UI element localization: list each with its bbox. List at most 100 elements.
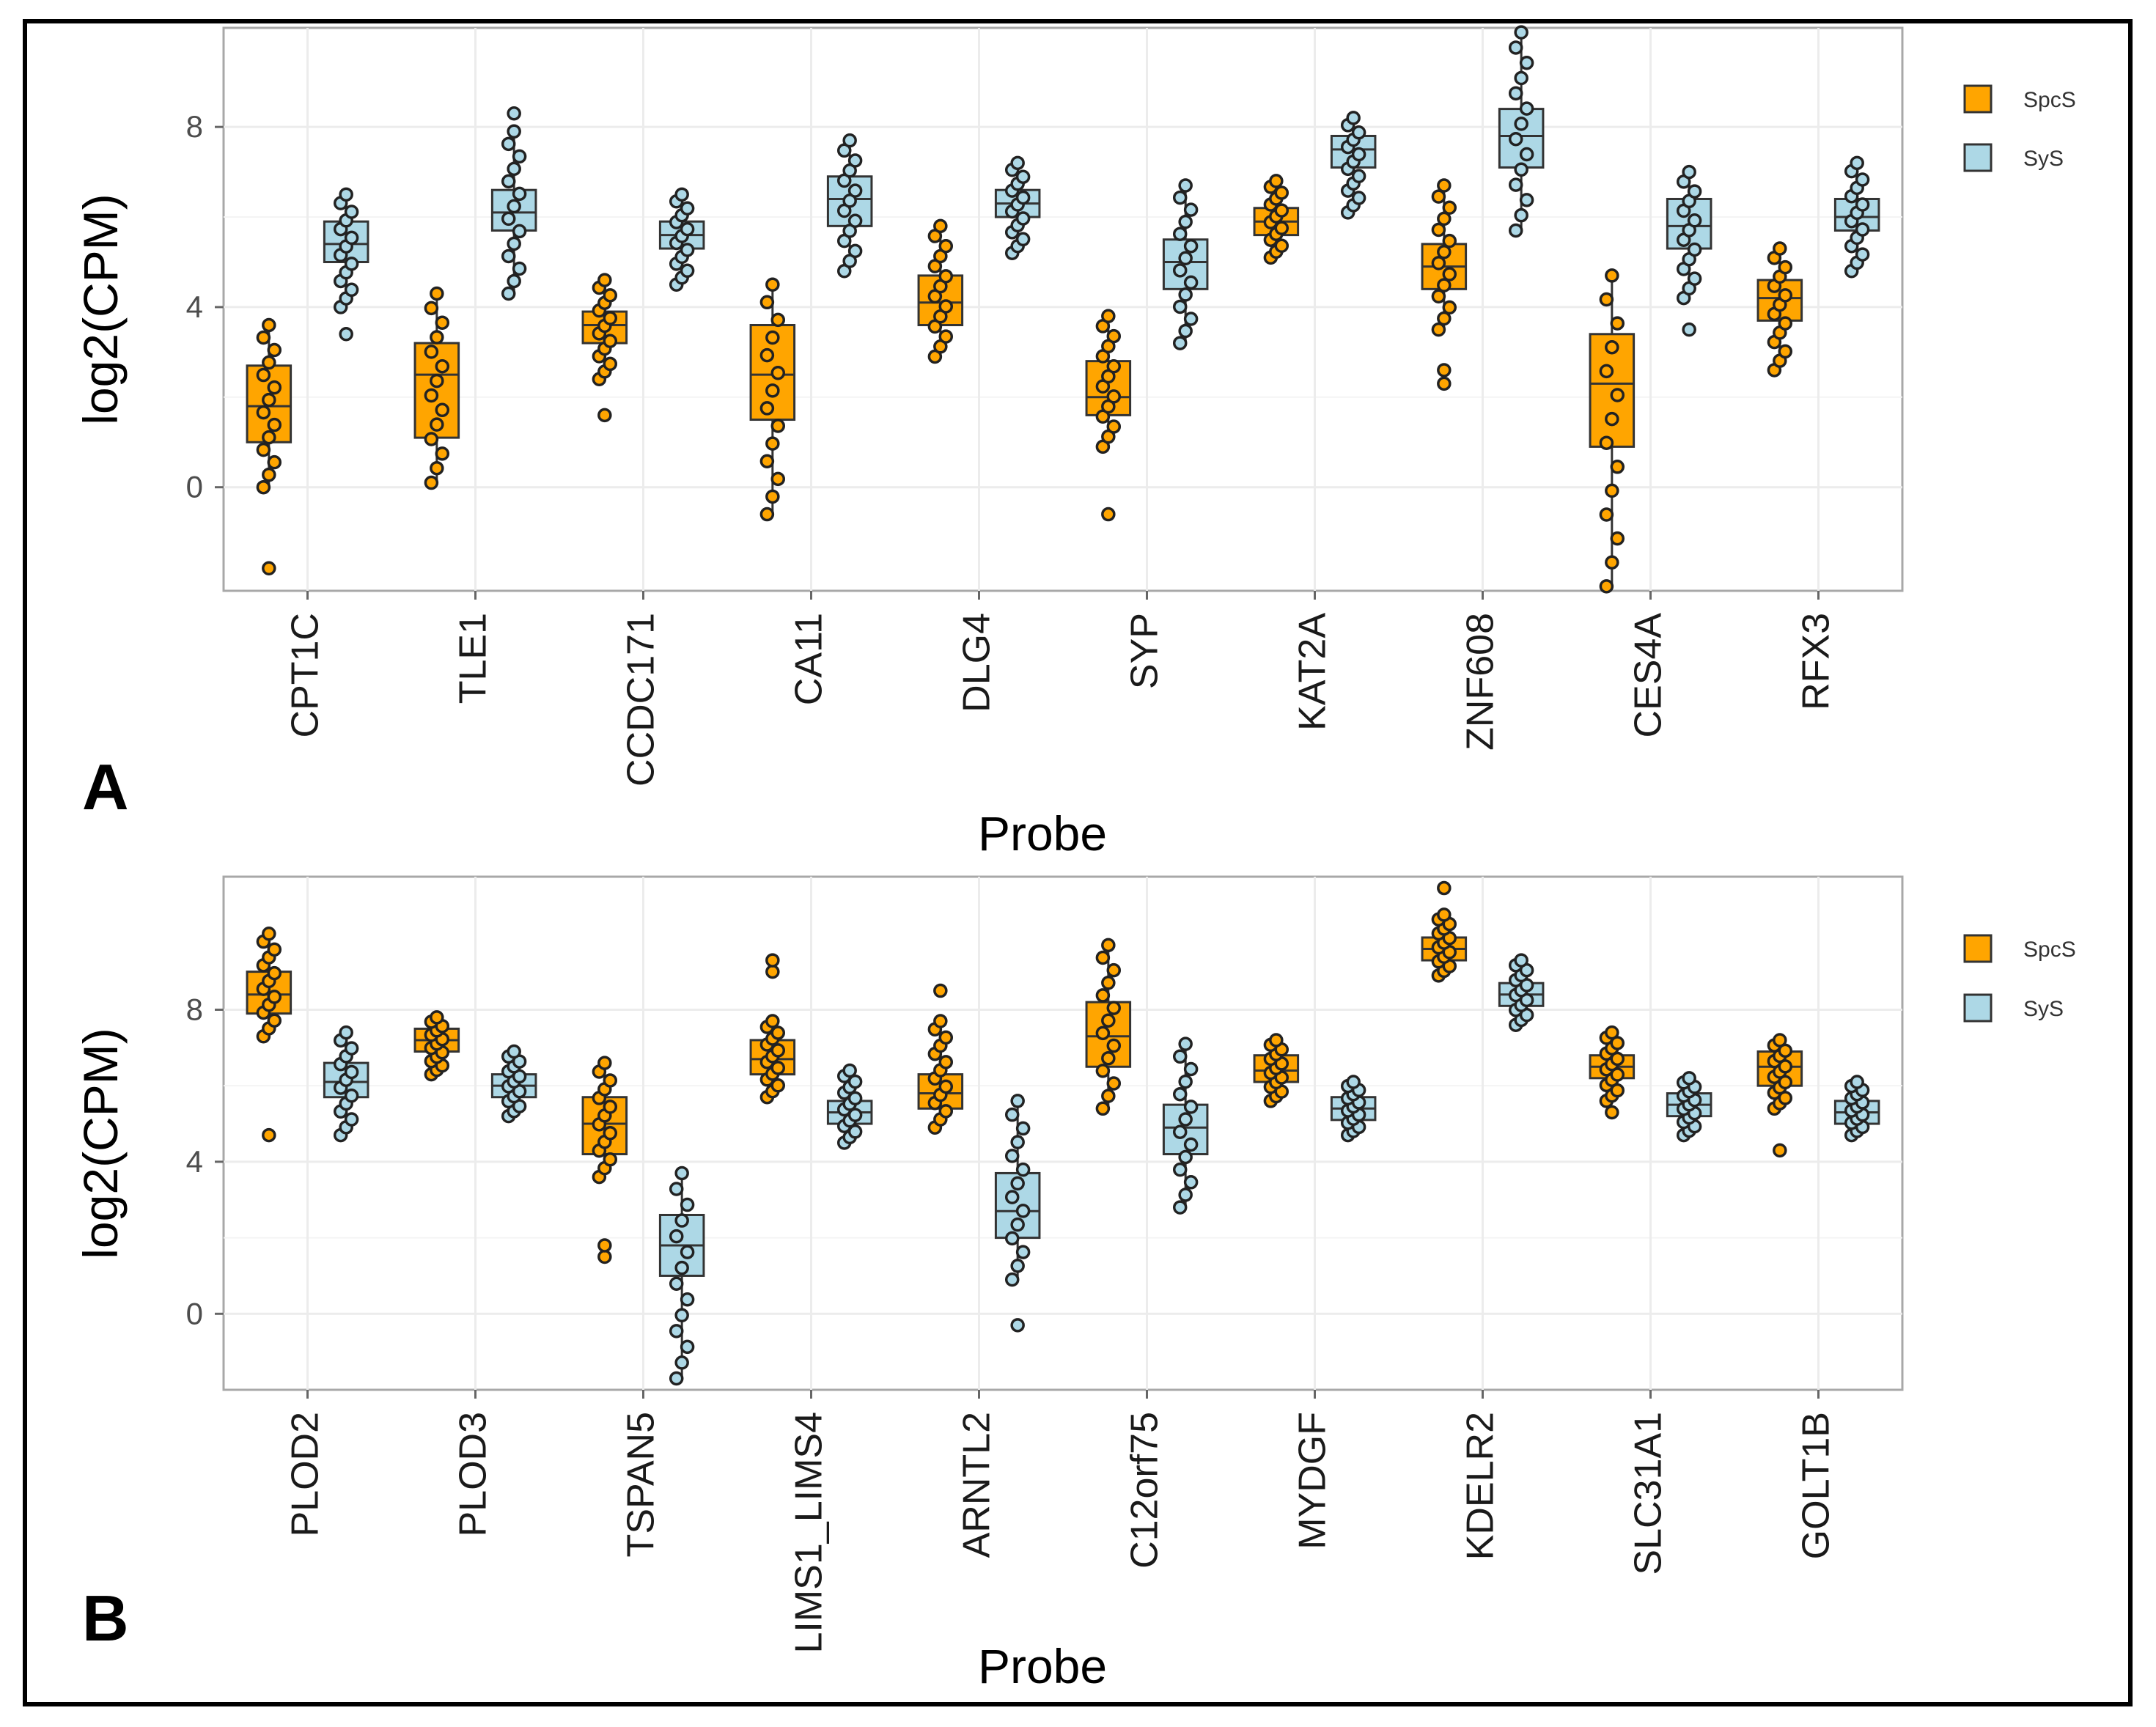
data-point (1015, 169, 1031, 184)
data-point (1172, 1124, 1188, 1139)
data-point (344, 1088, 359, 1103)
y-tick-label: 4 (186, 1144, 203, 1179)
data-point (1351, 191, 1366, 205)
data-point (344, 1064, 359, 1080)
outlier-point (339, 327, 353, 342)
plot-area (222, 26, 1904, 592)
data-point (669, 1276, 684, 1291)
data-point (256, 405, 271, 420)
box-mydgf-sys (1330, 1075, 1377, 1143)
data-point (770, 1078, 786, 1093)
box-ces4a-spcs (1589, 268, 1636, 594)
data-point (765, 489, 780, 504)
data-point (435, 358, 450, 374)
data-point (1178, 178, 1193, 193)
data-point (1605, 1025, 1619, 1040)
data-point (680, 1292, 695, 1307)
data-point (1274, 203, 1289, 218)
box-c12orf75-spcs (1085, 938, 1132, 1116)
data-point (1610, 316, 1625, 331)
data-point (1274, 238, 1289, 254)
box-lims1_lims4-spcs (749, 953, 796, 1105)
data-point (674, 1166, 689, 1181)
data-point (507, 236, 521, 251)
panel-b: 0 4 8 PLOD2 PLOD3 TSPAN5 LIMS1_LIMS4 ARNTL2 C12… (73, 875, 2076, 1693)
legend-swatch-spcs (1963, 84, 1993, 114)
box-rfx3-spcs (1756, 241, 1803, 378)
outlier-point (1605, 1105, 1619, 1120)
data-point (680, 1245, 695, 1259)
data-point (1351, 147, 1366, 162)
data-point (262, 467, 276, 482)
data-point (1274, 221, 1289, 235)
box-tspan5-spcs (581, 1056, 628, 1264)
data-point (933, 1014, 948, 1028)
y-tick-label: 8 (186, 992, 203, 1026)
data-point (262, 392, 276, 408)
data-point (1172, 1200, 1188, 1215)
data-point (262, 430, 276, 445)
data-point (1599, 435, 1614, 450)
data-point (938, 1104, 954, 1119)
data-point (1610, 460, 1625, 474)
data-point (424, 301, 439, 316)
box-kat2a-spcs (1253, 174, 1300, 265)
data-point (1437, 211, 1452, 227)
data-point (424, 388, 439, 403)
boxes (246, 880, 1880, 1386)
box-slc31a1-spcs (1589, 1025, 1636, 1120)
data-point (674, 1213, 689, 1228)
data-point (759, 347, 775, 363)
data-point (1183, 1061, 1199, 1077)
data-point (256, 367, 271, 383)
data-point (1015, 1121, 1031, 1136)
data-point (938, 329, 954, 344)
outlier-point (1101, 507, 1116, 522)
data-point (1508, 131, 1523, 147)
x-tick-label: ARNTL2 (956, 1412, 998, 1558)
outlier-point (1437, 880, 1452, 896)
box-dlg4-sys (994, 155, 1041, 260)
y-tick-label: 0 (186, 1296, 203, 1330)
data-point (1172, 263, 1188, 278)
data-point (507, 124, 521, 139)
data-point (1004, 1149, 1020, 1163)
data-point (938, 269, 954, 284)
data-point (1178, 1149, 1193, 1165)
data-point (1599, 507, 1614, 522)
data-point (1610, 1036, 1625, 1050)
data-point (847, 183, 863, 198)
data-point (1178, 1187, 1193, 1202)
y-ticks: 0 4 8 (186, 992, 224, 1330)
data-point (1610, 531, 1625, 546)
data-point (603, 311, 618, 325)
box-znf608-sys (1498, 25, 1545, 238)
data-point (1183, 312, 1199, 326)
data-point (603, 1100, 618, 1114)
panel-a: 0 4 8 CPT1C TLE1 CCDC171 CA11 DLG4 SYP KAT2A ZNF6… (73, 25, 2076, 861)
data-point (1015, 190, 1031, 205)
data-point (603, 288, 618, 303)
data-point (1178, 251, 1193, 266)
box-znf608-spcs (1421, 178, 1468, 391)
data-point (344, 1041, 359, 1056)
data-point (424, 475, 439, 490)
data-point (1778, 1091, 1793, 1105)
data-point (1015, 1204, 1031, 1218)
gridlines (224, 877, 1902, 1390)
data-point (603, 1126, 618, 1141)
box-ccdc171-sys (658, 187, 705, 292)
data-point (770, 419, 786, 433)
box-kdelr2-sys (1498, 953, 1545, 1032)
box-plod3-sys (490, 1044, 537, 1124)
data-point (1431, 222, 1446, 237)
outlier-point (1010, 1318, 1025, 1333)
box-arntl2-spcs (917, 983, 964, 1135)
data-point (1178, 1112, 1193, 1127)
data-point (344, 230, 359, 246)
data-point (1346, 1075, 1361, 1089)
data-point (1346, 111, 1361, 125)
data-point (674, 1308, 689, 1323)
data-point (1010, 1259, 1025, 1273)
data-point (759, 507, 775, 522)
